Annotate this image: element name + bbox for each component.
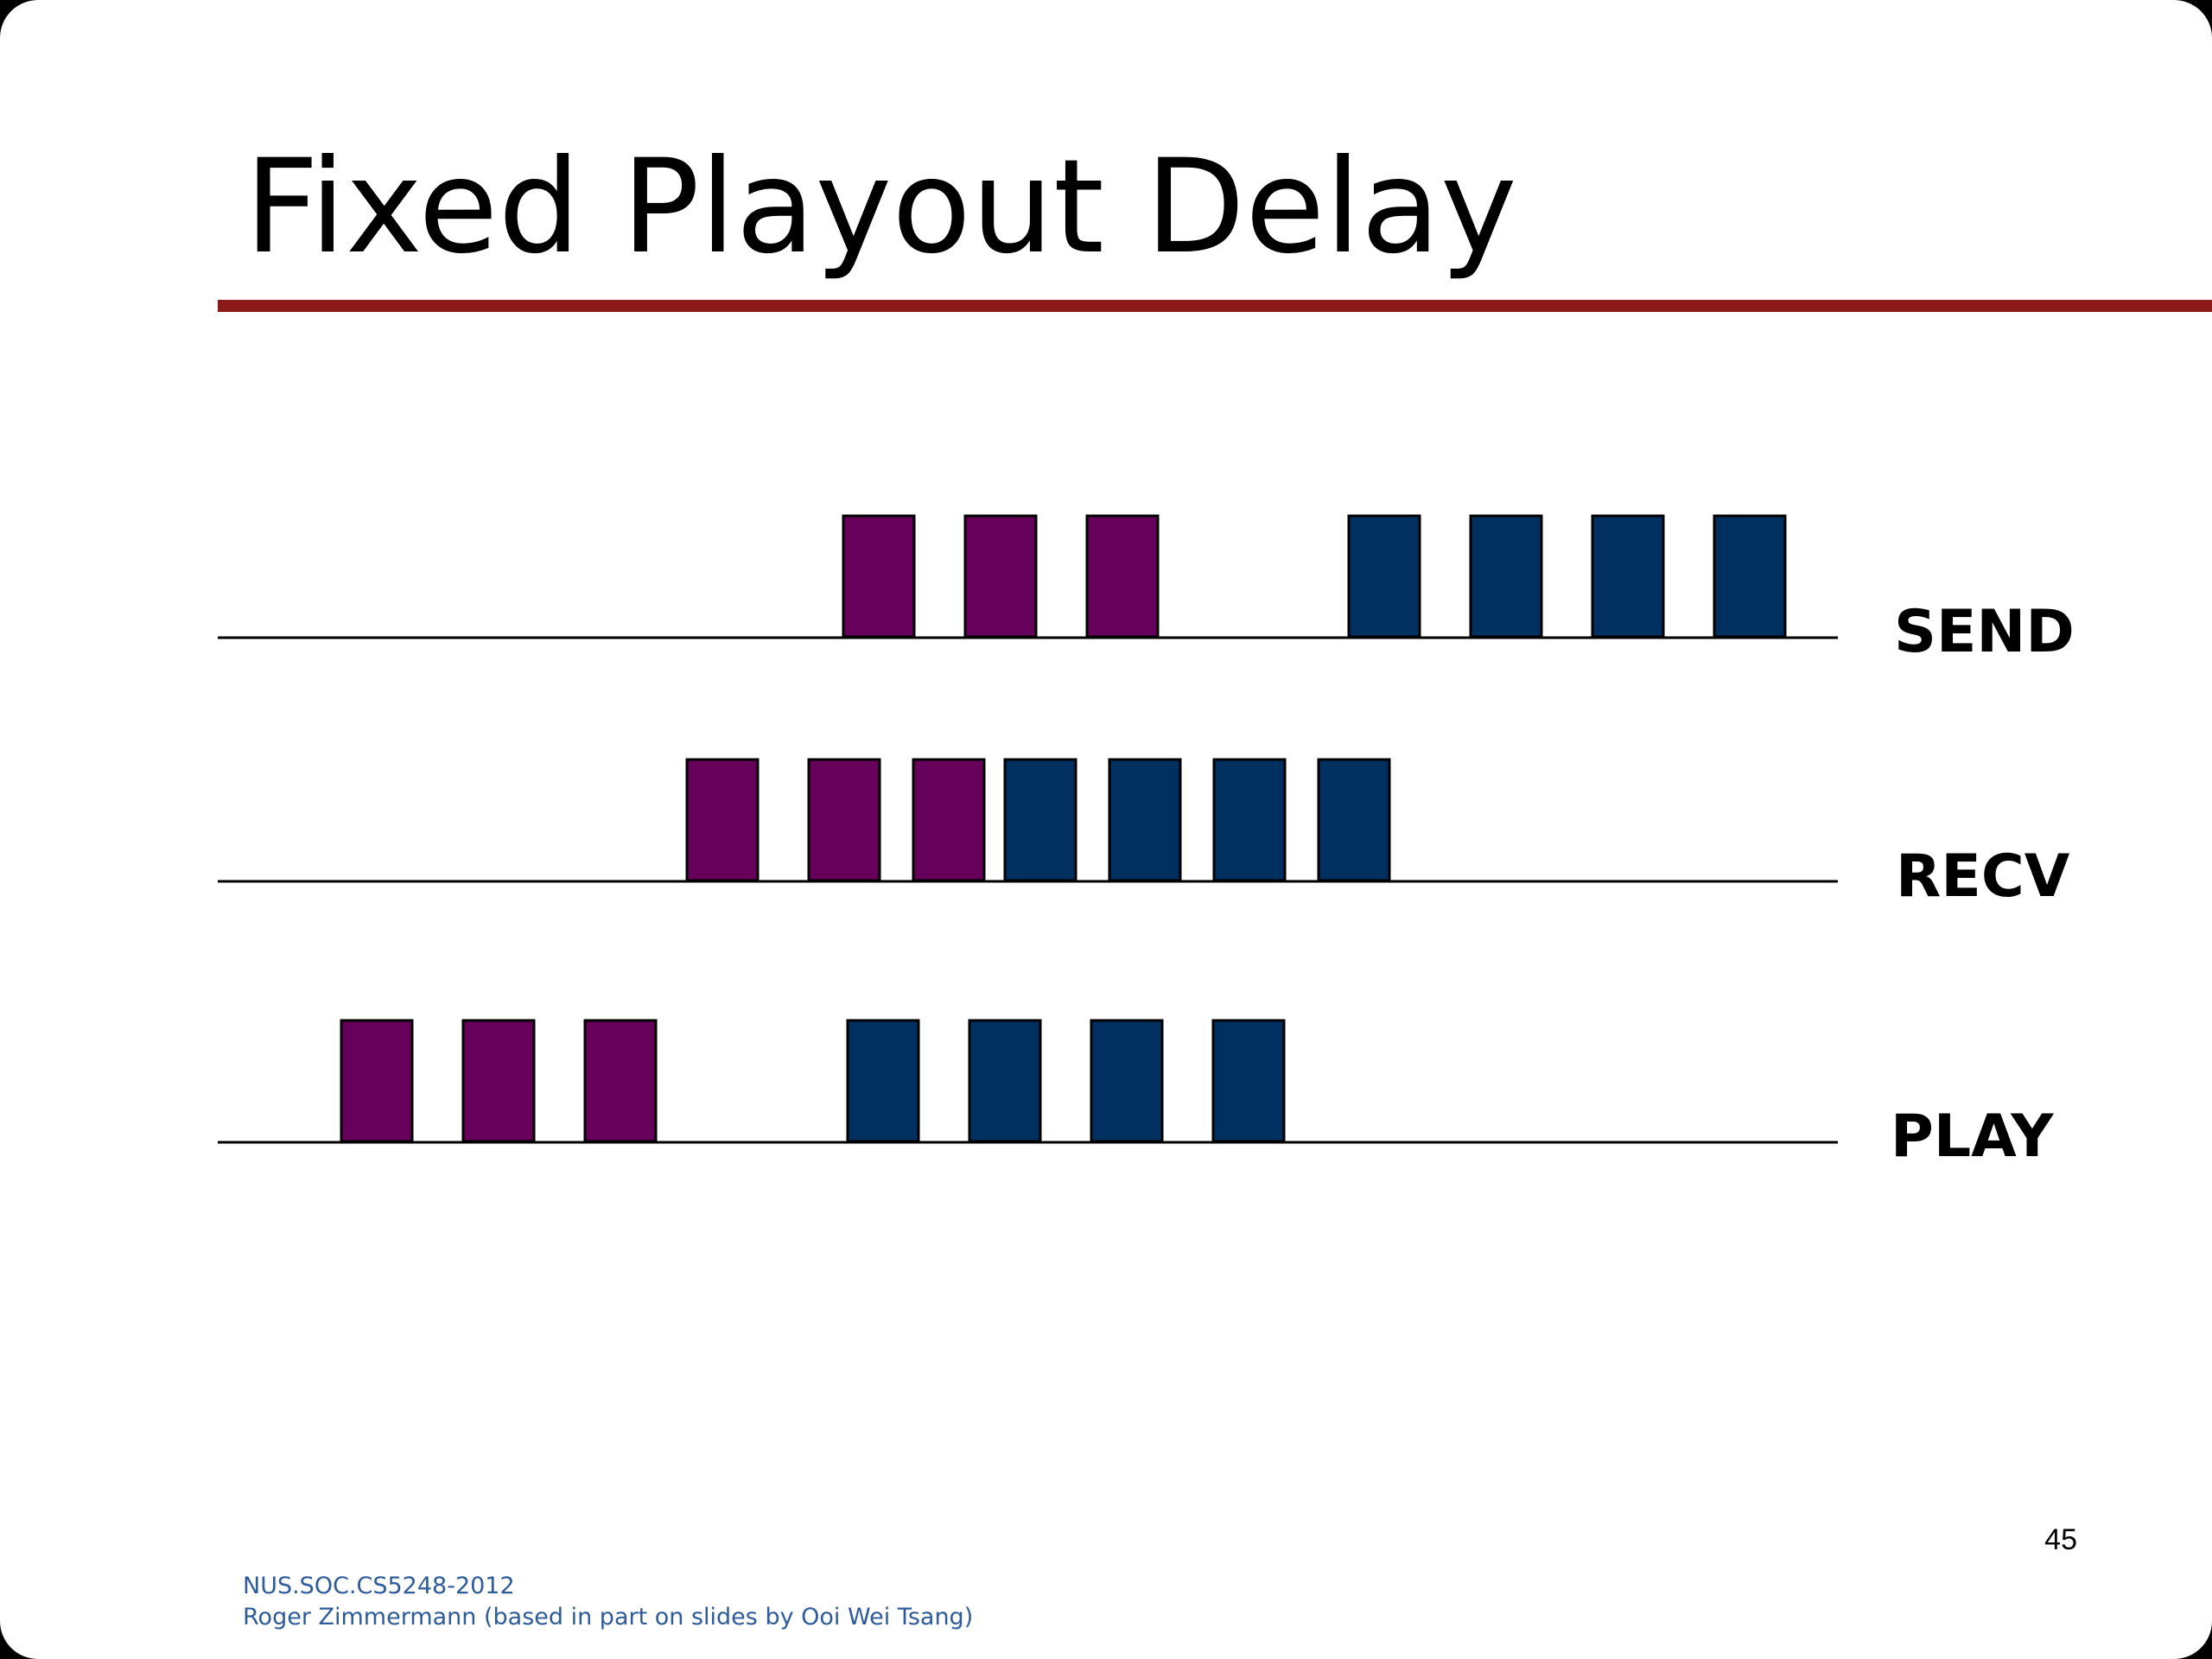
recv-packet-5 [1108, 758, 1182, 882]
page-number: 45 [2044, 1523, 2077, 1556]
send-packet-6 [1591, 514, 1665, 639]
send-row-label: SEND [1894, 598, 2075, 666]
play-row-label: PLAY [1891, 1103, 2054, 1171]
slide-title: Fixed Playout Delay [245, 132, 1517, 283]
recv-packet-1 [685, 758, 760, 882]
play-packet-7 [1211, 1019, 1286, 1143]
play-packet-4 [846, 1019, 920, 1143]
recv-row-label: RECV [1896, 842, 2070, 911]
send-packet-7 [1713, 514, 1787, 639]
footer-author-credit: Roger Zimmermann (based in part on slide… [243, 1604, 974, 1630]
send-packet-4 [1347, 514, 1421, 639]
recv-packet-2 [807, 758, 881, 882]
play-packet-3 [583, 1019, 658, 1143]
footer: NUS.SOC.CS5248-2012 Roger Zimmermann (ba… [243, 1571, 973, 1633]
play-packet-1 [340, 1019, 414, 1143]
recv-packet-7 [1317, 758, 1391, 882]
play-packet-6 [1090, 1019, 1164, 1143]
title-underline [218, 300, 2212, 312]
play-packet-2 [461, 1019, 536, 1143]
footer-course-id: NUS.SOC.CS5248-2012 [243, 1573, 515, 1599]
play-packet-5 [968, 1019, 1042, 1143]
send-packet-1 [842, 514, 916, 639]
send-packet-2 [963, 514, 1038, 639]
recv-packet-3 [912, 758, 986, 882]
send-packet-3 [1085, 514, 1160, 639]
recv-packet-6 [1212, 758, 1287, 882]
send-packet-5 [1469, 514, 1543, 639]
recv-packet-4 [1003, 758, 1077, 882]
